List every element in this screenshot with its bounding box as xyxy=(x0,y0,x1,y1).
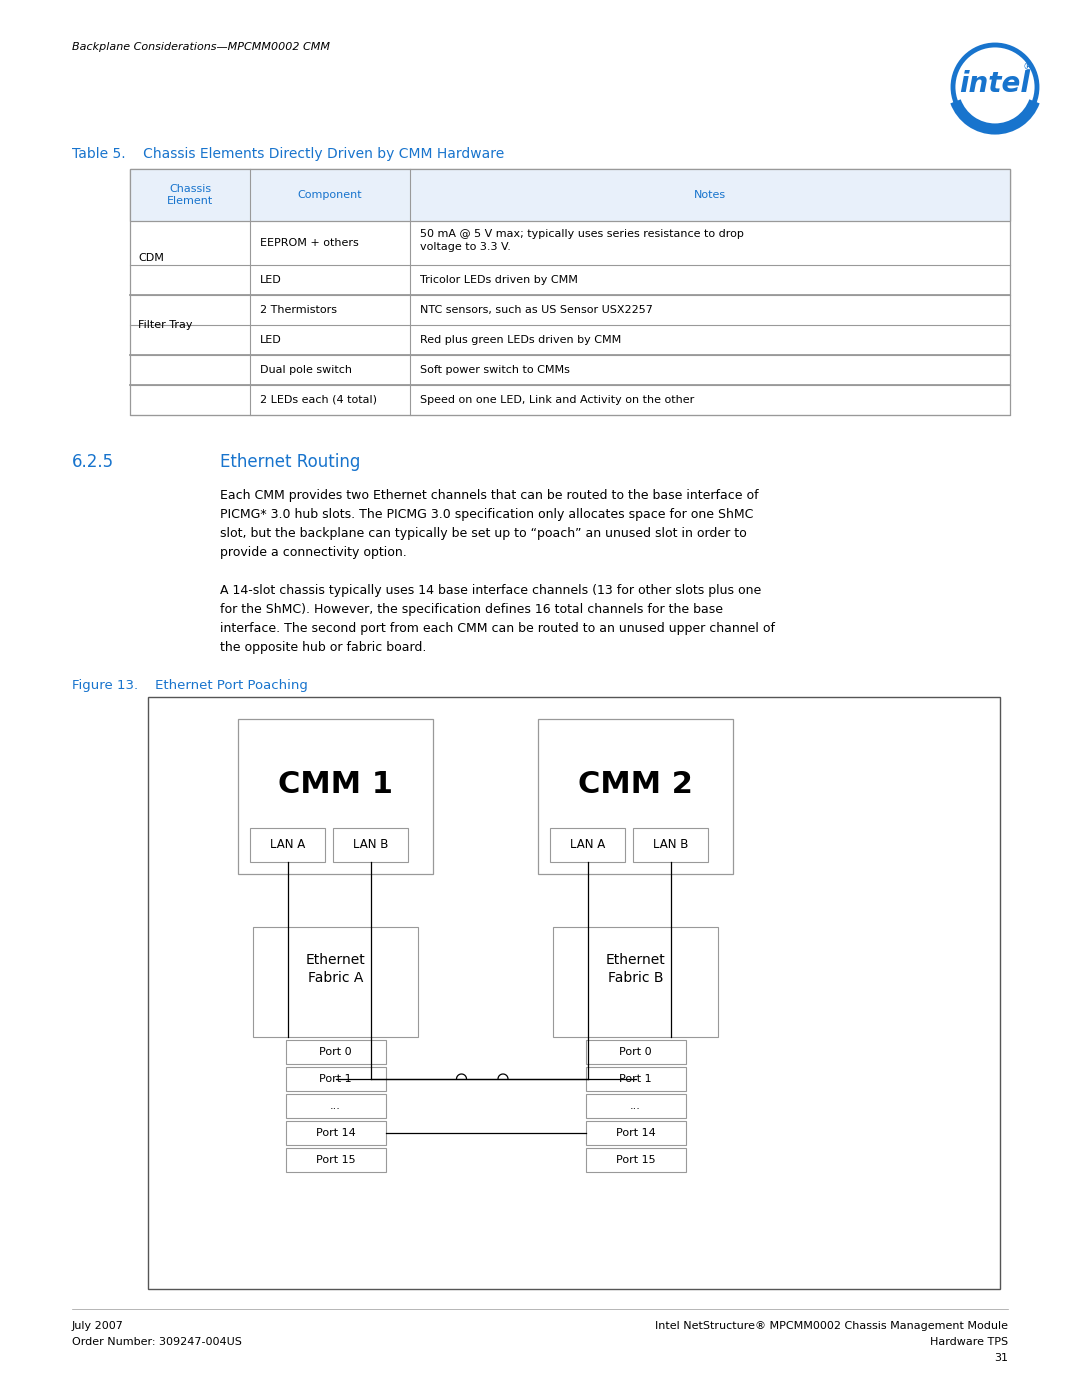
Text: Filter Tray: Filter Tray xyxy=(138,320,192,330)
Bar xyxy=(148,697,1000,1289)
Text: intel: intel xyxy=(959,70,1030,98)
Bar xyxy=(333,828,408,862)
Text: 2 LEDs each (4 total): 2 LEDs each (4 total) xyxy=(260,395,377,405)
Text: LAN A: LAN A xyxy=(570,838,605,852)
Text: NTC sensors, such as US Sensor USX2257: NTC sensors, such as US Sensor USX2257 xyxy=(420,305,653,314)
Bar xyxy=(585,1067,686,1091)
Text: ...: ... xyxy=(330,1101,341,1111)
Text: Chassis
Element: Chassis Element xyxy=(167,184,213,207)
Text: ...: ... xyxy=(630,1101,640,1111)
Text: Ethernet
Fabric B: Ethernet Fabric B xyxy=(606,953,665,985)
Text: Port 14: Port 14 xyxy=(616,1127,656,1139)
Text: LED: LED xyxy=(260,335,282,345)
Text: A 14-slot chassis typically uses 14 base interface channels (13 for other slots : A 14-slot chassis typically uses 14 base… xyxy=(220,584,775,654)
Text: Port 1: Port 1 xyxy=(320,1074,352,1084)
Text: Port 15: Port 15 xyxy=(315,1155,355,1165)
Text: Red plus green LEDs driven by CMM: Red plus green LEDs driven by CMM xyxy=(420,335,621,345)
Bar xyxy=(285,1094,386,1118)
Text: Each CMM provides two Ethernet channels that can be routed to the base interface: Each CMM provides two Ethernet channels … xyxy=(220,489,758,559)
Text: ®: ® xyxy=(1023,61,1034,73)
Bar xyxy=(633,828,708,862)
Bar xyxy=(585,1039,686,1065)
Text: EEPROM + others: EEPROM + others xyxy=(260,237,359,249)
Text: Notes: Notes xyxy=(694,190,726,200)
Text: Port 14: Port 14 xyxy=(315,1127,355,1139)
Text: Table 5.    Chassis Elements Directly Driven by CMM Hardware: Table 5. Chassis Elements Directly Drive… xyxy=(72,147,504,161)
Text: 31: 31 xyxy=(994,1354,1008,1363)
Bar xyxy=(238,719,433,875)
Text: Port 1: Port 1 xyxy=(619,1074,652,1084)
Text: Order Number: 309247-004US: Order Number: 309247-004US xyxy=(72,1337,242,1347)
Text: CMM 2: CMM 2 xyxy=(578,770,693,799)
Text: 2 Thermistors: 2 Thermistors xyxy=(260,305,337,314)
Bar xyxy=(538,719,733,875)
Text: Ethernet Routing: Ethernet Routing xyxy=(220,453,361,471)
Bar xyxy=(130,169,1010,221)
Bar xyxy=(585,1120,686,1146)
Text: Dual pole switch: Dual pole switch xyxy=(260,365,352,374)
Text: LAN A: LAN A xyxy=(270,838,306,852)
Bar xyxy=(550,828,625,862)
Bar xyxy=(285,1148,386,1172)
Text: Soft power switch to CMMs: Soft power switch to CMMs xyxy=(420,365,570,374)
Bar xyxy=(285,1120,386,1146)
Text: Speed on one LED, Link and Activity on the other: Speed on one LED, Link and Activity on t… xyxy=(420,395,694,405)
Text: LAN B: LAN B xyxy=(353,838,388,852)
Bar xyxy=(253,928,418,1037)
Bar xyxy=(249,828,325,862)
Text: CDM: CDM xyxy=(138,253,164,263)
Bar xyxy=(585,1148,686,1172)
Text: Component: Component xyxy=(298,190,362,200)
Text: July 2007: July 2007 xyxy=(72,1322,124,1331)
Text: LAN B: LAN B xyxy=(652,838,688,852)
Bar xyxy=(130,169,1010,415)
Text: CMM 1: CMM 1 xyxy=(278,770,393,799)
Text: Intel NetStructure® MPCMM0002 Chassis Management Module: Intel NetStructure® MPCMM0002 Chassis Ma… xyxy=(654,1322,1008,1331)
Text: Ethernet
Fabric A: Ethernet Fabric A xyxy=(306,953,365,985)
Text: 6.2.5: 6.2.5 xyxy=(72,453,114,471)
Text: Figure 13.    Ethernet Port Poaching: Figure 13. Ethernet Port Poaching xyxy=(72,679,308,692)
Text: Port 0: Port 0 xyxy=(320,1046,352,1058)
Text: Port 0: Port 0 xyxy=(619,1046,652,1058)
Bar xyxy=(285,1067,386,1091)
Bar xyxy=(285,1039,386,1065)
Bar xyxy=(585,1094,686,1118)
Text: Hardware TPS: Hardware TPS xyxy=(930,1337,1008,1347)
Text: Tricolor LEDs driven by CMM: Tricolor LEDs driven by CMM xyxy=(420,275,578,285)
Text: LED: LED xyxy=(260,275,282,285)
Text: 50 mA @ 5 V max; typically uses series resistance to drop
voltage to 3.3 V.: 50 mA @ 5 V max; typically uses series r… xyxy=(420,229,744,253)
Text: Port 15: Port 15 xyxy=(616,1155,656,1165)
Text: Backplane Considerations—MPCMM0002 CMM: Backplane Considerations—MPCMM0002 CMM xyxy=(72,42,330,52)
Bar xyxy=(553,928,718,1037)
